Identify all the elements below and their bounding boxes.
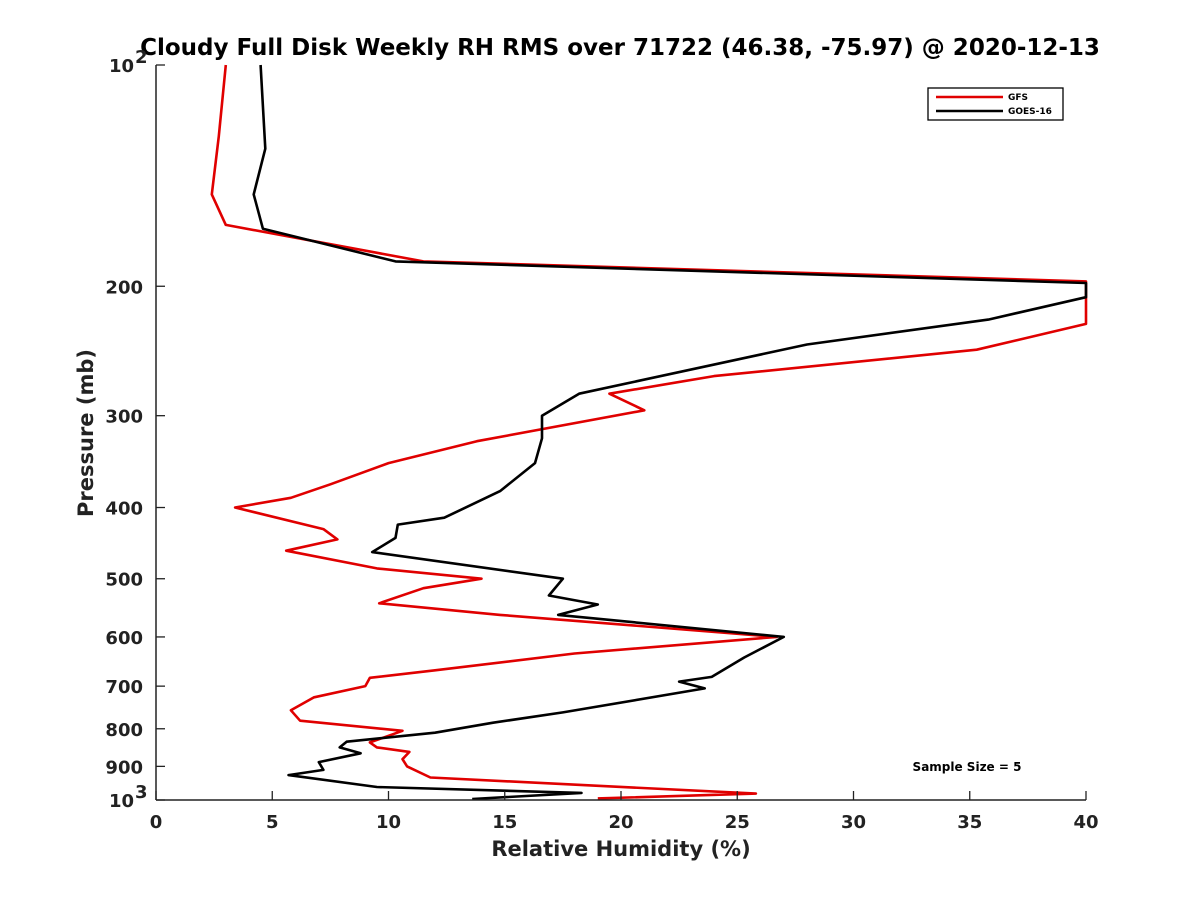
x-tick-label: 30 bbox=[841, 812, 866, 833]
y-tick-label: 900 bbox=[105, 757, 143, 778]
y-tick-label: 600 bbox=[105, 628, 143, 649]
y-axis-label: Pressure (mb) bbox=[74, 349, 98, 517]
x-tick-label: 40 bbox=[1073, 812, 1098, 833]
y-tick-label: 300 bbox=[105, 407, 143, 428]
x-tick-label: 20 bbox=[608, 812, 633, 833]
legend-box bbox=[927, 87, 1064, 121]
y-tick-label: 10 bbox=[109, 791, 134, 812]
y-tick-label: 200 bbox=[105, 277, 143, 298]
x-tick-label: 10 bbox=[376, 812, 401, 833]
legend-label-goes16: GOES-16 bbox=[1008, 107, 1052, 117]
y-tick-label: 700 bbox=[105, 677, 143, 698]
y-tick-label: 500 bbox=[105, 570, 143, 591]
x-tick-label: 15 bbox=[492, 812, 517, 833]
plot-area bbox=[156, 65, 1086, 800]
y-tick-exponent: 2 bbox=[135, 47, 148, 68]
y-tick-label: 10 bbox=[109, 56, 134, 77]
series-line-goes16 bbox=[252, 64, 1088, 801]
x-tick-label: 0 bbox=[150, 812, 163, 833]
y-tick-exponent: 3 bbox=[135, 782, 148, 803]
x-tick-label: 5 bbox=[266, 812, 279, 833]
legend-label-gfs: GFS bbox=[1008, 93, 1028, 103]
sample-size-annotation: Sample Size = 5 bbox=[913, 760, 1022, 774]
x-tick-label: 35 bbox=[957, 812, 982, 833]
legend: GFS GOES-16 bbox=[927, 87, 1064, 121]
x-axis-label: Relative Humidity (%) bbox=[491, 837, 750, 861]
y-tick-label: 800 bbox=[105, 720, 143, 741]
x-ticks: 0 5 10 15 20 25 30 35 40 bbox=[150, 791, 1099, 833]
y-tick-label: 400 bbox=[105, 499, 143, 520]
series-line-gfs bbox=[210, 64, 1088, 800]
series-layer bbox=[210, 64, 1088, 801]
x-tick-label: 25 bbox=[725, 812, 750, 833]
chart-title: Cloudy Full Disk Weekly RH RMS over 7172… bbox=[140, 35, 1100, 61]
